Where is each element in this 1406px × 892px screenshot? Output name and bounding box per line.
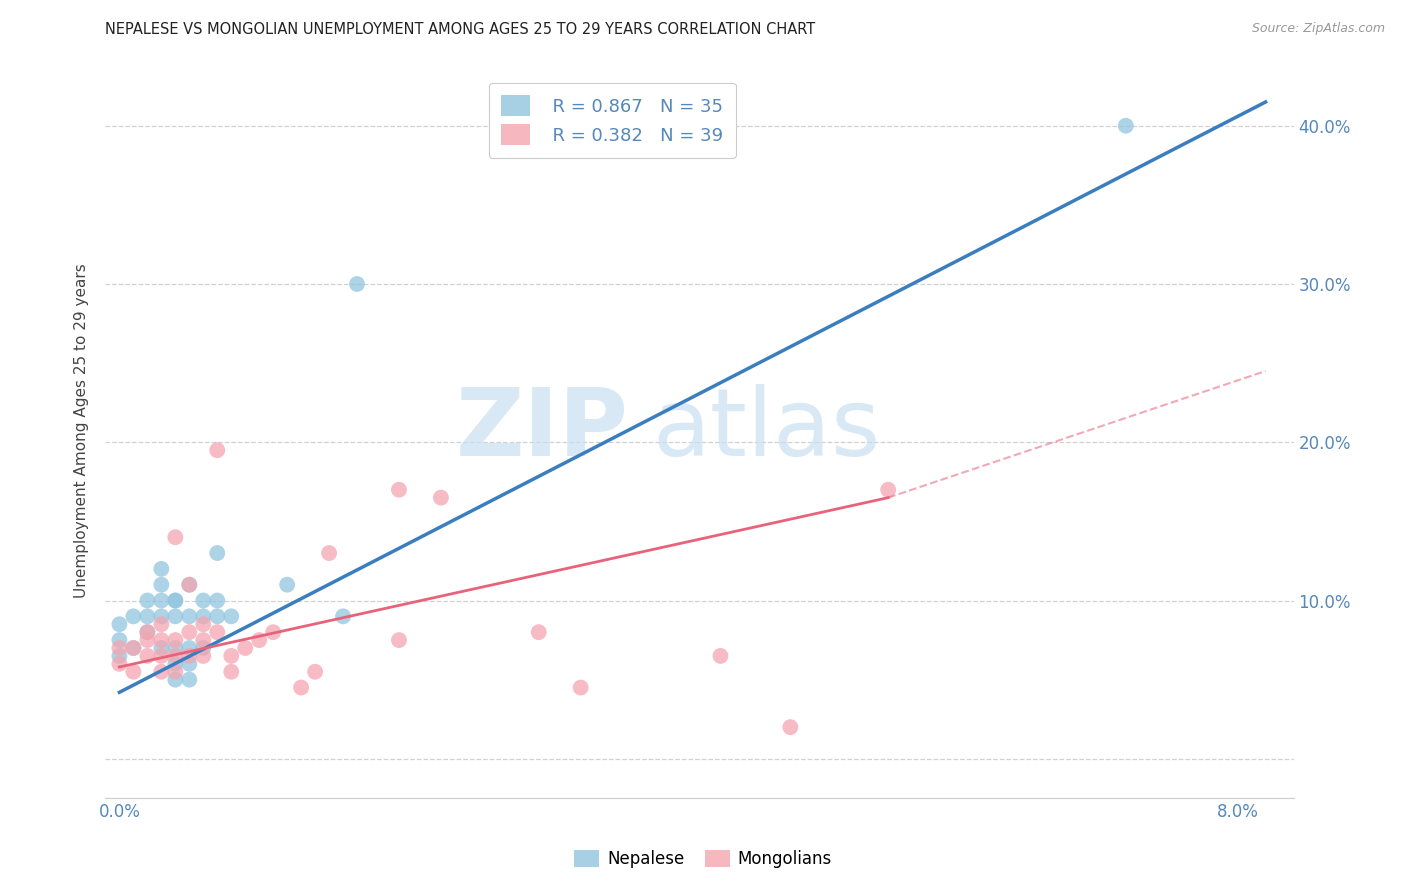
- Point: [108, 657, 131, 671]
- Y-axis label: Unemployment Among Ages 25 to 29 years: Unemployment Among Ages 25 to 29 years: [75, 263, 90, 598]
- Point: [193, 617, 215, 632]
- Point: [165, 609, 187, 624]
- Point: [193, 633, 215, 648]
- Point: [709, 648, 731, 663]
- Point: [179, 640, 201, 655]
- Point: [233, 640, 256, 655]
- Point: [165, 593, 187, 607]
- Point: [219, 648, 242, 663]
- Point: [122, 609, 145, 624]
- Point: [150, 665, 173, 679]
- Point: [388, 633, 411, 648]
- Point: [108, 617, 131, 632]
- Point: [122, 665, 145, 679]
- Point: [136, 625, 159, 640]
- Point: [193, 648, 215, 663]
- Point: [165, 593, 187, 607]
- Point: [136, 609, 159, 624]
- Point: [165, 657, 187, 671]
- Point: [318, 546, 340, 560]
- Point: [290, 681, 312, 695]
- Point: [388, 483, 411, 497]
- Point: [179, 577, 201, 591]
- Point: [150, 609, 173, 624]
- Point: [276, 577, 298, 591]
- Legend:   R = 0.867   N = 35,   R = 0.382   N = 39: R = 0.867 N = 35, R = 0.382 N = 39: [489, 82, 735, 158]
- Point: [193, 609, 215, 624]
- Point: [779, 720, 801, 734]
- Point: [262, 625, 284, 640]
- Point: [165, 530, 187, 544]
- Point: [136, 633, 159, 648]
- Point: [165, 648, 187, 663]
- Point: [150, 593, 173, 607]
- Text: NEPALESE VS MONGOLIAN UNEMPLOYMENT AMONG AGES 25 TO 29 YEARS CORRELATION CHART: NEPALESE VS MONGOLIAN UNEMPLOYMENT AMONG…: [105, 22, 815, 37]
- Point: [165, 640, 187, 655]
- Point: [165, 665, 187, 679]
- Text: ZIP: ZIP: [456, 384, 628, 476]
- Point: [207, 443, 229, 458]
- Point: [179, 625, 201, 640]
- Point: [122, 640, 145, 655]
- Text: Source: ZipAtlas.com: Source: ZipAtlas.com: [1251, 22, 1385, 36]
- Point: [193, 640, 215, 655]
- Point: [150, 617, 173, 632]
- Point: [150, 640, 173, 655]
- Point: [165, 673, 187, 687]
- Point: [136, 648, 159, 663]
- Point: [1115, 119, 1137, 133]
- Legend: Nepalese, Mongolians: Nepalese, Mongolians: [567, 843, 839, 875]
- Point: [430, 491, 453, 505]
- Point: [179, 673, 201, 687]
- Point: [304, 665, 326, 679]
- Point: [877, 483, 900, 497]
- Point: [332, 609, 354, 624]
- Point: [136, 593, 159, 607]
- Point: [207, 609, 229, 624]
- Point: [150, 633, 173, 648]
- Point: [150, 648, 173, 663]
- Point: [108, 640, 131, 655]
- Point: [150, 577, 173, 591]
- Text: atlas: atlas: [652, 384, 880, 476]
- Point: [193, 593, 215, 607]
- Point: [165, 633, 187, 648]
- Point: [219, 609, 242, 624]
- Point: [179, 577, 201, 591]
- Point: [247, 633, 270, 648]
- Point: [108, 633, 131, 648]
- Point: [150, 562, 173, 576]
- Point: [569, 681, 592, 695]
- Point: [122, 640, 145, 655]
- Point: [219, 665, 242, 679]
- Point: [136, 625, 159, 640]
- Point: [527, 625, 550, 640]
- Point: [179, 609, 201, 624]
- Point: [207, 546, 229, 560]
- Point: [179, 657, 201, 671]
- Point: [108, 648, 131, 663]
- Point: [346, 277, 368, 291]
- Point: [179, 648, 201, 663]
- Point: [207, 593, 229, 607]
- Point: [207, 625, 229, 640]
